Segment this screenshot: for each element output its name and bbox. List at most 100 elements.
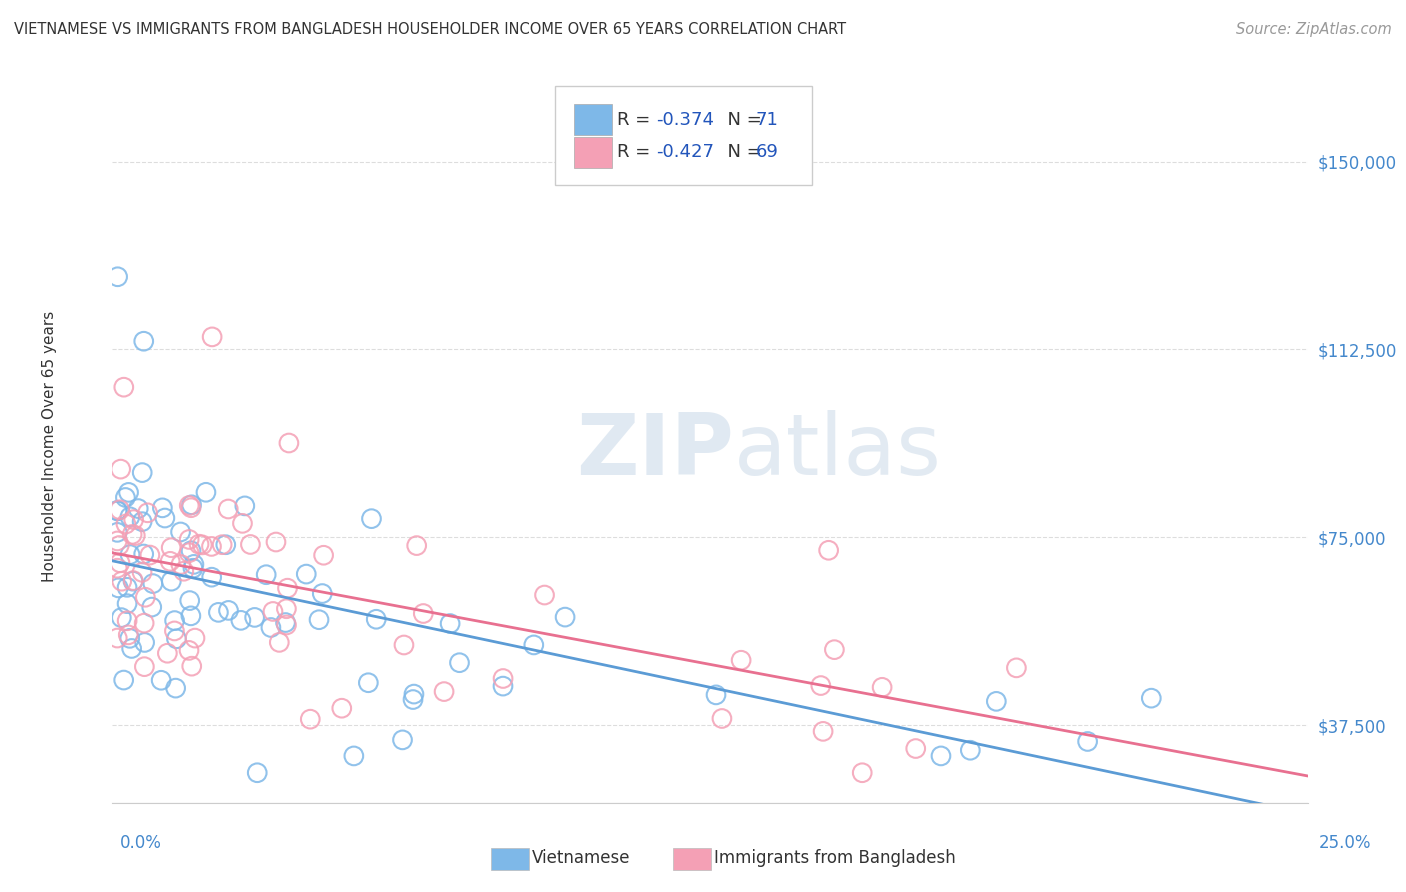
Point bbox=[107, 581, 129, 595]
Point bbox=[152, 500, 174, 515]
Point bbox=[132, 547, 155, 561]
Point bbox=[105, 561, 128, 575]
Point bbox=[105, 503, 128, 517]
Point bbox=[112, 380, 135, 394]
Point bbox=[160, 541, 183, 555]
Point bbox=[276, 618, 298, 632]
Point bbox=[111, 574, 134, 589]
Point bbox=[269, 635, 291, 649]
Point bbox=[136, 506, 159, 520]
Point bbox=[131, 566, 153, 580]
Point bbox=[188, 537, 211, 551]
Text: N =: N = bbox=[716, 143, 768, 161]
Point bbox=[134, 635, 156, 649]
Point bbox=[433, 684, 456, 698]
Point bbox=[239, 537, 262, 551]
Point bbox=[308, 613, 330, 627]
Point bbox=[177, 643, 200, 657]
Text: -0.427: -0.427 bbox=[657, 143, 714, 161]
Text: ZIP: ZIP bbox=[576, 410, 734, 493]
Point bbox=[132, 334, 155, 349]
Point bbox=[110, 610, 132, 624]
Point bbox=[439, 616, 461, 631]
Point bbox=[156, 646, 179, 660]
Point bbox=[200, 540, 222, 554]
Point bbox=[810, 679, 832, 693]
Point bbox=[180, 543, 202, 558]
Point bbox=[1077, 734, 1099, 748]
Point bbox=[201, 330, 224, 344]
Point bbox=[330, 701, 353, 715]
Point bbox=[108, 502, 131, 516]
Point bbox=[211, 538, 233, 552]
Point bbox=[124, 528, 146, 542]
Point bbox=[179, 533, 201, 547]
Point bbox=[201, 570, 224, 584]
Point bbox=[704, 688, 727, 702]
Point bbox=[229, 613, 252, 627]
Point bbox=[1140, 691, 1163, 706]
Point bbox=[118, 509, 141, 524]
Point bbox=[449, 656, 471, 670]
Point bbox=[231, 516, 253, 531]
Point bbox=[523, 638, 546, 652]
Point bbox=[122, 574, 145, 588]
Text: N =: N = bbox=[716, 111, 768, 128]
Point bbox=[114, 491, 136, 505]
Point bbox=[392, 638, 415, 652]
Point bbox=[357, 675, 380, 690]
Point bbox=[110, 462, 132, 476]
Point bbox=[115, 614, 138, 628]
Point bbox=[811, 724, 834, 739]
Text: atlas: atlas bbox=[734, 410, 942, 493]
Point bbox=[710, 711, 733, 725]
Point bbox=[217, 502, 239, 516]
Point bbox=[194, 485, 217, 500]
Point bbox=[166, 632, 188, 646]
Point bbox=[160, 574, 183, 589]
Point bbox=[134, 616, 156, 631]
Point bbox=[120, 548, 142, 562]
Point bbox=[134, 591, 156, 605]
Text: Householder Income Over 65 years: Householder Income Over 65 years bbox=[42, 310, 56, 582]
Point bbox=[851, 765, 873, 780]
Point bbox=[492, 679, 515, 693]
Point bbox=[207, 606, 229, 620]
Point bbox=[122, 574, 145, 589]
Point bbox=[312, 548, 335, 562]
Point bbox=[243, 610, 266, 624]
Point bbox=[360, 511, 382, 525]
Point bbox=[105, 525, 128, 540]
Point bbox=[254, 567, 277, 582]
Point bbox=[108, 539, 131, 553]
Point bbox=[262, 604, 284, 618]
Point bbox=[274, 615, 297, 630]
Point bbox=[295, 567, 318, 582]
Point bbox=[191, 538, 214, 552]
Point bbox=[402, 687, 425, 701]
Text: VIETNAMESE VS IMMIGRANTS FROM BANGLADESH HOUSEHOLDER INCOME OVER 65 YEARS CORREL: VIETNAMESE VS IMMIGRANTS FROM BANGLADESH… bbox=[14, 22, 846, 37]
Point bbox=[1005, 661, 1028, 675]
Point bbox=[122, 513, 145, 527]
Point bbox=[405, 539, 427, 553]
Point bbox=[180, 500, 202, 515]
Point bbox=[343, 748, 366, 763]
Point bbox=[181, 561, 204, 575]
Point bbox=[105, 504, 128, 518]
Point bbox=[131, 466, 153, 480]
Point bbox=[986, 694, 1008, 708]
FancyBboxPatch shape bbox=[554, 86, 811, 185]
Text: R =: R = bbox=[617, 143, 655, 161]
Point bbox=[105, 631, 128, 645]
Point bbox=[117, 628, 139, 642]
Text: 0.0%: 0.0% bbox=[120, 834, 162, 852]
Point bbox=[179, 499, 201, 513]
Point bbox=[264, 535, 287, 549]
Point bbox=[169, 524, 191, 539]
Point bbox=[246, 765, 269, 780]
Point bbox=[402, 692, 425, 706]
Point bbox=[163, 624, 186, 638]
Point bbox=[173, 564, 195, 578]
Point bbox=[184, 631, 207, 645]
Point bbox=[179, 593, 201, 607]
